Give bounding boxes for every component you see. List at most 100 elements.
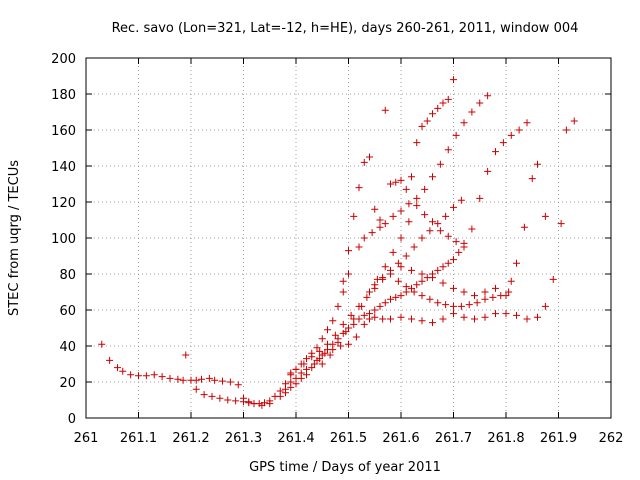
x-tick-label: 261.2 — [172, 431, 209, 446]
data-point — [476, 194, 484, 202]
data-point — [200, 391, 208, 399]
data-point — [397, 207, 405, 215]
data-point — [397, 176, 405, 184]
y-tick-labels: 0 20 40 60 80 100 120 140 160 180 200 — [51, 52, 76, 427]
data-point — [258, 401, 266, 409]
data-point — [534, 313, 541, 321]
data-point — [368, 229, 376, 237]
data-point — [245, 398, 253, 406]
data-point — [334, 338, 342, 346]
data-point — [135, 372, 142, 380]
data-point — [397, 263, 405, 271]
data-point — [405, 218, 413, 226]
data-point — [402, 185, 410, 193]
x-tick-label: 261.7 — [435, 431, 472, 446]
data-point — [360, 234, 368, 242]
y-tick-label: 100 — [51, 232, 76, 247]
data-point — [434, 299, 442, 307]
data-point — [387, 270, 394, 278]
data-point — [276, 392, 284, 400]
data-point — [219, 377, 226, 385]
data-point — [360, 311, 368, 319]
data-point — [392, 178, 400, 186]
data-point — [316, 347, 324, 355]
data-point — [371, 281, 379, 289]
y-tick-label: 180 — [51, 88, 76, 103]
data-point — [313, 344, 321, 352]
data-point — [429, 173, 436, 181]
data-point — [444, 146, 452, 154]
data-point — [345, 270, 352, 278]
data-point — [492, 148, 499, 156]
data-point — [334, 302, 342, 310]
data-point — [405, 200, 413, 208]
data-point — [502, 310, 510, 318]
data-point — [562, 126, 570, 134]
y-tick-label: 140 — [51, 160, 76, 175]
data-point — [439, 99, 447, 107]
data-point — [541, 302, 549, 310]
x-tick-label: 261.9 — [540, 431, 577, 446]
data-point — [234, 381, 242, 389]
data-point — [363, 293, 371, 301]
grid — [86, 58, 611, 418]
data-point — [452, 238, 460, 246]
data-point — [523, 315, 531, 323]
data-point — [389, 248, 397, 256]
y-tick-label: 200 — [51, 52, 76, 67]
data-points — [98, 76, 578, 409]
data-point — [308, 353, 316, 361]
data-point — [418, 234, 426, 242]
data-point — [127, 371, 135, 379]
x-tick-label: 262 — [599, 431, 624, 446]
data-point — [297, 374, 305, 382]
data-point — [413, 139, 421, 147]
data-point — [450, 203, 457, 211]
data-point — [426, 227, 434, 235]
y-tick-label: 160 — [51, 124, 76, 139]
data-point — [345, 324, 352, 332]
data-point — [452, 131, 460, 139]
data-point — [499, 139, 507, 147]
data-point — [481, 313, 489, 321]
data-point — [387, 295, 394, 303]
data-point — [205, 374, 213, 382]
data-point — [457, 196, 465, 204]
chart-title: Rec. savo (Lon=321, Lat=-12, h=HE), days… — [112, 21, 579, 36]
data-point — [331, 331, 339, 339]
data-point — [528, 175, 536, 183]
data-point — [557, 220, 565, 228]
ticks — [85, 57, 612, 419]
data-point — [471, 315, 478, 323]
data-point — [224, 396, 232, 404]
y-axis-title: STEC from uqrg / TECUs — [7, 160, 22, 316]
data-point — [360, 320, 368, 328]
data-point — [287, 383, 295, 391]
data-point — [442, 301, 450, 309]
y-tick-label: 80 — [59, 268, 76, 283]
data-point — [502, 292, 510, 300]
data-point — [468, 108, 476, 116]
data-point — [355, 184, 363, 192]
data-point — [179, 376, 187, 384]
data-point — [266, 400, 274, 408]
data-point — [439, 279, 447, 287]
data-point — [436, 227, 444, 235]
data-point — [371, 205, 379, 213]
data-point — [379, 315, 387, 323]
data-point — [429, 319, 436, 327]
data-point — [423, 117, 431, 125]
data-point — [541, 212, 549, 220]
data-point — [211, 376, 219, 384]
data-point — [366, 310, 373, 318]
data-point — [520, 223, 528, 231]
data-point — [250, 400, 258, 408]
data-point — [106, 356, 114, 364]
y-tick-label: 0 — [68, 412, 76, 427]
data-point — [345, 340, 352, 348]
data-point — [413, 281, 421, 289]
x-tick-label: 261.4 — [277, 431, 314, 446]
data-point — [287, 369, 295, 377]
data-point — [360, 158, 368, 166]
